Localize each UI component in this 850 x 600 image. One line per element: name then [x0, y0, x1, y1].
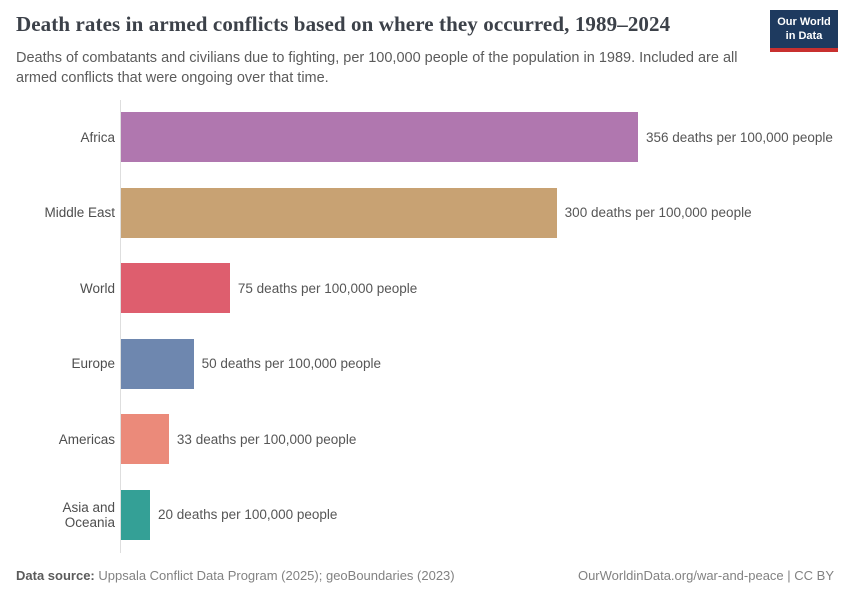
- footer-citation-link[interactable]: OurWorldinData.org/war-and-peace | CC BY: [577, 568, 834, 583]
- data-source-text: Uppsala Conflict Data Program (2025); ge…: [94, 568, 455, 583]
- chart-row: Asia and Oceania 20 deaths per 100,000 pe…: [16, 489, 842, 540]
- chart-row: Middle East 300 deaths per 100,000 people: [16, 187, 842, 238]
- bar-americas[interactable]: [121, 414, 169, 464]
- bar-area: 356 deaths per 100,000 people: [121, 112, 842, 162]
- bar-africa[interactable]: [121, 112, 638, 162]
- bar-area: 50 deaths per 100,000 people: [121, 338, 842, 389]
- bar-chart: Africa 356 deaths per 100,000 people Middl…: [16, 112, 842, 540]
- chart-row: Americas 33 deaths per 100,000 people: [16, 414, 842, 464]
- owid-logo-line1: Our World: [777, 15, 831, 28]
- category-label: Africa: [80, 129, 115, 145]
- y-axis-line: [120, 100, 121, 553]
- value-label: 33 deaths per 100,000 people: [176, 431, 357, 447]
- bar-area: 33 deaths per 100,000 people: [121, 414, 842, 464]
- page-subtitle: Deaths of combatants and civilians due t…: [16, 50, 738, 86]
- category-label: Americas: [58, 431, 115, 447]
- value-label: 300 deaths per 100,000 people: [564, 205, 752, 220]
- chart-footer: Data source: Uppsala Conflict Data Progr…: [16, 568, 834, 583]
- value-label: 50 deaths per 100,000 people: [201, 356, 382, 371]
- value-label: 356 deaths per 100,000 people: [646, 129, 833, 145]
- bar-world[interactable]: [121, 263, 230, 313]
- chart-row: Europe 50 deaths per 100,000 people: [16, 338, 842, 389]
- chart-row: Africa 356 deaths per 100,000 people: [16, 112, 842, 162]
- page-title: Death rates in armed conflicts based on …: [16, 12, 671, 36]
- data-source-label: Data source:: [16, 568, 95, 583]
- bar-asia-and-oceania[interactable]: [121, 489, 151, 540]
- value-label: 20 deaths per 100,000 people: [158, 507, 338, 522]
- bar-area: 75 deaths per 100,000 people: [121, 263, 842, 313]
- owid-logo-line2: in Data: [785, 30, 823, 42]
- bar-middle-east[interactable]: [121, 187, 557, 238]
- bar-europe[interactable]: [121, 338, 194, 389]
- data-source-note: Data source: Uppsala Conflict Data Progr…: [16, 568, 455, 583]
- bar-area: 20 deaths per 100,000 people: [121, 489, 842, 540]
- category-label: Middle East: [44, 205, 115, 220]
- bar-area: 300 deaths per 100,000 people: [121, 187, 842, 238]
- value-label: 75 deaths per 100,000 people: [237, 280, 418, 296]
- category-label: Asia and Oceania: [62, 499, 115, 530]
- owid-logo: Our World in Data: [770, 10, 838, 52]
- category-label: World: [79, 280, 115, 296]
- chart-row: World 75 deaths per 100,000 people: [16, 263, 842, 313]
- category-label: Europe: [71, 356, 115, 371]
